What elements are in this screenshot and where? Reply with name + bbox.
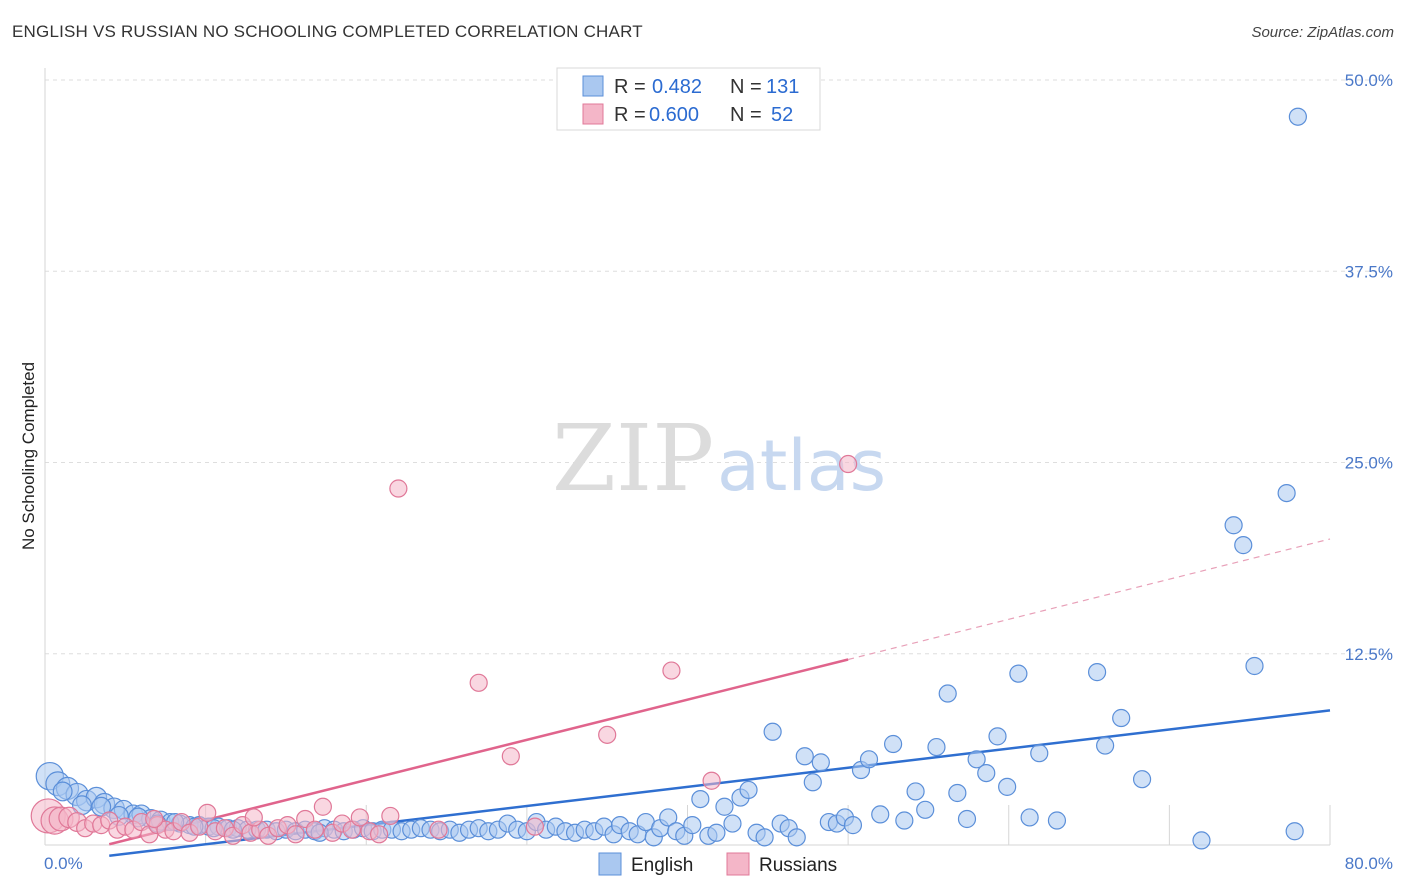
russians-point-37	[350, 808, 369, 827]
russians-point-40	[381, 806, 400, 826]
english-point-69	[683, 816, 702, 835]
legend-english-r-label: R =	[614, 76, 646, 98]
english-point-109	[1087, 663, 1107, 682]
english-point-112	[1132, 770, 1152, 789]
russians-trend-line	[108, 658, 849, 846]
russians-point-49	[145, 809, 164, 829]
y-tick-label-3: 50.0%	[1345, 71, 1393, 90]
legend-russians-n-label: N =	[730, 104, 762, 126]
english-point-78	[755, 828, 774, 847]
russians-point-41	[389, 479, 408, 498]
russians-point-46	[702, 771, 721, 790]
y-tick-label-2: 37.5%	[1345, 262, 1393, 281]
english-point-104	[998, 777, 1017, 796]
russians-point-50	[429, 820, 448, 839]
english-point-99	[948, 783, 967, 803]
english-point-114	[1224, 516, 1243, 535]
russians-point-48	[244, 808, 263, 827]
russians-point-51	[525, 817, 545, 836]
english-point-91	[859, 750, 879, 769]
english-point-94	[895, 811, 914, 830]
legend-swatch-russians	[582, 103, 604, 125]
english-point-106	[1020, 808, 1039, 827]
x-tick-label-0: 0.0%	[44, 854, 83, 873]
russians-point-33	[313, 797, 332, 816]
english-point-111	[1112, 708, 1131, 728]
english-point-101	[967, 750, 986, 769]
english-point-113	[1192, 831, 1211, 850]
russians-point-43	[501, 747, 520, 766]
russians-point-44	[598, 725, 617, 744]
english-point-95	[906, 782, 925, 801]
english-point-119	[1288, 107, 1307, 126]
russians-point-30	[286, 825, 305, 844]
english-point-115	[1234, 536, 1253, 555]
english-point-76	[739, 780, 758, 800]
english-point-83	[795, 747, 814, 766]
english-point-74	[723, 814, 742, 833]
watermark: ZIP atlas	[552, 405, 886, 512]
english-point-72	[707, 823, 726, 842]
english-point-66	[659, 808, 678, 827]
english-point-100	[957, 809, 977, 829]
y-tick-labels: 12.5% 25.0% 37.5% 50.0%	[1345, 71, 1393, 664]
y-tick-label-0: 12.5%	[1345, 645, 1393, 664]
watermark-zip: ZIP	[552, 405, 714, 512]
english-point-97	[927, 737, 946, 757]
english-point-118	[1285, 822, 1304, 841]
y-axis-label: No Schooling Completed	[19, 362, 38, 550]
english-point-110	[1096, 736, 1115, 755]
english-point-116	[1245, 656, 1264, 676]
series-swatch-russians	[726, 852, 750, 876]
english-point-73	[715, 797, 734, 816]
english-point-105	[1009, 664, 1028, 683]
legend-english-n-value: 131	[766, 76, 799, 98]
english-point-92	[871, 805, 890, 824]
series-label-english: English	[631, 855, 693, 876]
legend-english-r-value: 0.482	[652, 76, 702, 98]
correlation-legend: R = 0.482 N = 131 R = 0.600 N = 52	[556, 67, 821, 131]
source-label: Source: ZipAtlas.com	[1251, 24, 1394, 41]
russians-point-42	[469, 673, 488, 692]
english-point-89	[843, 816, 863, 835]
series-label-russians: Russians	[759, 855, 837, 876]
russians-point-32	[305, 820, 324, 839]
series-swatch-english	[598, 852, 622, 876]
english-point-102	[977, 763, 996, 783]
english-point-70	[691, 789, 710, 809]
english-point-79	[763, 722, 782, 741]
english-point-120	[52, 781, 73, 802]
legend-english-n-label: N =	[730, 76, 762, 98]
x-tick-labels: 0.0% 80.0%	[44, 854, 1393, 873]
english-point-85	[811, 753, 830, 772]
x-tick-label-1: 80.0%	[1345, 854, 1393, 873]
series-legend: English Russians	[598, 852, 837, 876]
chart-title: ENGLISH VS RUSSIAN NO SCHOOLING COMPLETE…	[12, 22, 643, 41]
english-point-84	[803, 773, 822, 792]
data-points	[30, 107, 1307, 850]
english-point-98	[938, 684, 957, 703]
russians-point-20	[198, 803, 217, 822]
legend-swatch-english	[582, 75, 604, 97]
russians-point-45	[662, 661, 681, 680]
english-point-107	[1030, 744, 1049, 763]
y-tick-label-1: 25.0%	[1345, 454, 1393, 473]
english-point-82	[787, 828, 806, 847]
legend-russians-r-value: 0.600	[649, 104, 699, 126]
english-point-103	[988, 727, 1007, 746]
series-russians	[30, 454, 858, 845]
russians-point-39	[370, 825, 389, 844]
russians-point-47	[839, 454, 858, 474]
english-point-108	[1047, 811, 1067, 830]
english-point-96	[916, 800, 935, 819]
english-point-93	[883, 734, 903, 754]
russians-trend-extension	[847, 538, 1331, 661]
legend-russians-n-value: 52	[771, 104, 793, 126]
watermark-atlas: atlas	[717, 425, 886, 507]
legend-russians-r-label: R =	[614, 104, 646, 126]
english-point-117	[1277, 484, 1296, 503]
